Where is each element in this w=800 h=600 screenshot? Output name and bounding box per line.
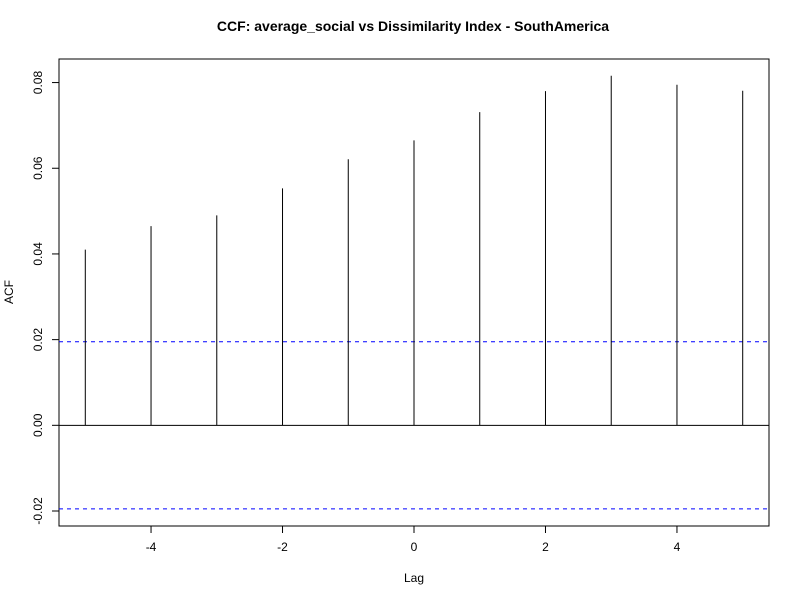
chart-marks — [59, 75, 769, 510]
chart-title: CCF: average_social vs Dissimilarity Ind… — [217, 18, 609, 34]
y-tick-label: 0.00 — [31, 413, 45, 437]
y-tick-label: 0.02 — [31, 328, 45, 352]
x-tick-label: -4 — [146, 540, 157, 554]
y-tick-label: 0.04 — [31, 242, 45, 266]
x-axis: -4 -2 0 2 4 — [146, 526, 681, 554]
y-tick-label: -0.02 — [31, 497, 45, 525]
y-tick-label: 0.08 — [31, 71, 45, 95]
x-tick-label: 0 — [411, 540, 418, 554]
y-axis: -0.02 0.00 0.02 0.04 0.06 0.08 — [31, 71, 59, 525]
x-tick-label: -2 — [277, 540, 288, 554]
y-tick-label: 0.06 — [31, 156, 45, 180]
x-tick-label: 2 — [542, 540, 549, 554]
x-tick-label: 4 — [674, 540, 681, 554]
x-axis-label: Lag — [404, 571, 424, 585]
y-axis-label: ACF — [2, 280, 16, 304]
